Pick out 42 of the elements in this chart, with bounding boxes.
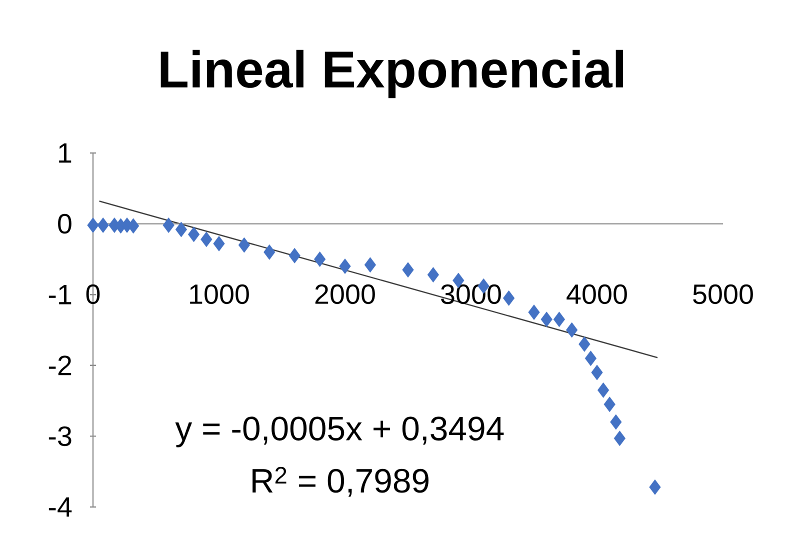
point: [264, 244, 276, 260]
point: [614, 430, 626, 446]
point: [200, 232, 212, 248]
point: [339, 258, 351, 274]
point: [288, 248, 300, 264]
point: [97, 218, 109, 233]
point: [213, 236, 225, 252]
x-tick-label: 2000: [315, 284, 375, 304]
point: [597, 382, 610, 398]
point: [540, 312, 552, 328]
y-tick-label: -2: [48, 356, 72, 376]
point: [553, 312, 566, 328]
point: [502, 290, 515, 306]
chart-title: Lineal Exponencial: [160, 50, 623, 98]
point: [528, 304, 540, 320]
point: [162, 218, 174, 233]
point: [238, 237, 250, 253]
point: [578, 336, 590, 352]
point: [188, 226, 200, 242]
x-tick-label: 5000: [693, 284, 753, 304]
point: [364, 257, 376, 273]
point: [87, 218, 99, 233]
point: [584, 350, 597, 366]
y-tick-label: -3: [48, 426, 72, 446]
point: [610, 414, 622, 430]
x-tick-label: 1000: [190, 284, 249, 304]
point: [566, 322, 578, 338]
y-tick-label: -1: [48, 285, 72, 304]
point: [649, 479, 661, 495]
x-tick-label: 4000: [566, 284, 627, 304]
y-tick-label: 1: [59, 143, 72, 163]
annotation: R$^{2}$ = 0,7989: [252, 466, 428, 497]
point: [175, 222, 188, 238]
point: [604, 396, 616, 412]
y-tick-label: 0: [58, 214, 72, 234]
x-tick-label: 0: [86, 284, 100, 304]
point: [314, 252, 326, 267]
point: [591, 364, 603, 380]
point: [427, 267, 440, 282]
y-tick-label: -4: [48, 497, 72, 517]
point: [402, 262, 414, 278]
annotation: y = -0,0005x + 0,3494: [175, 416, 504, 448]
